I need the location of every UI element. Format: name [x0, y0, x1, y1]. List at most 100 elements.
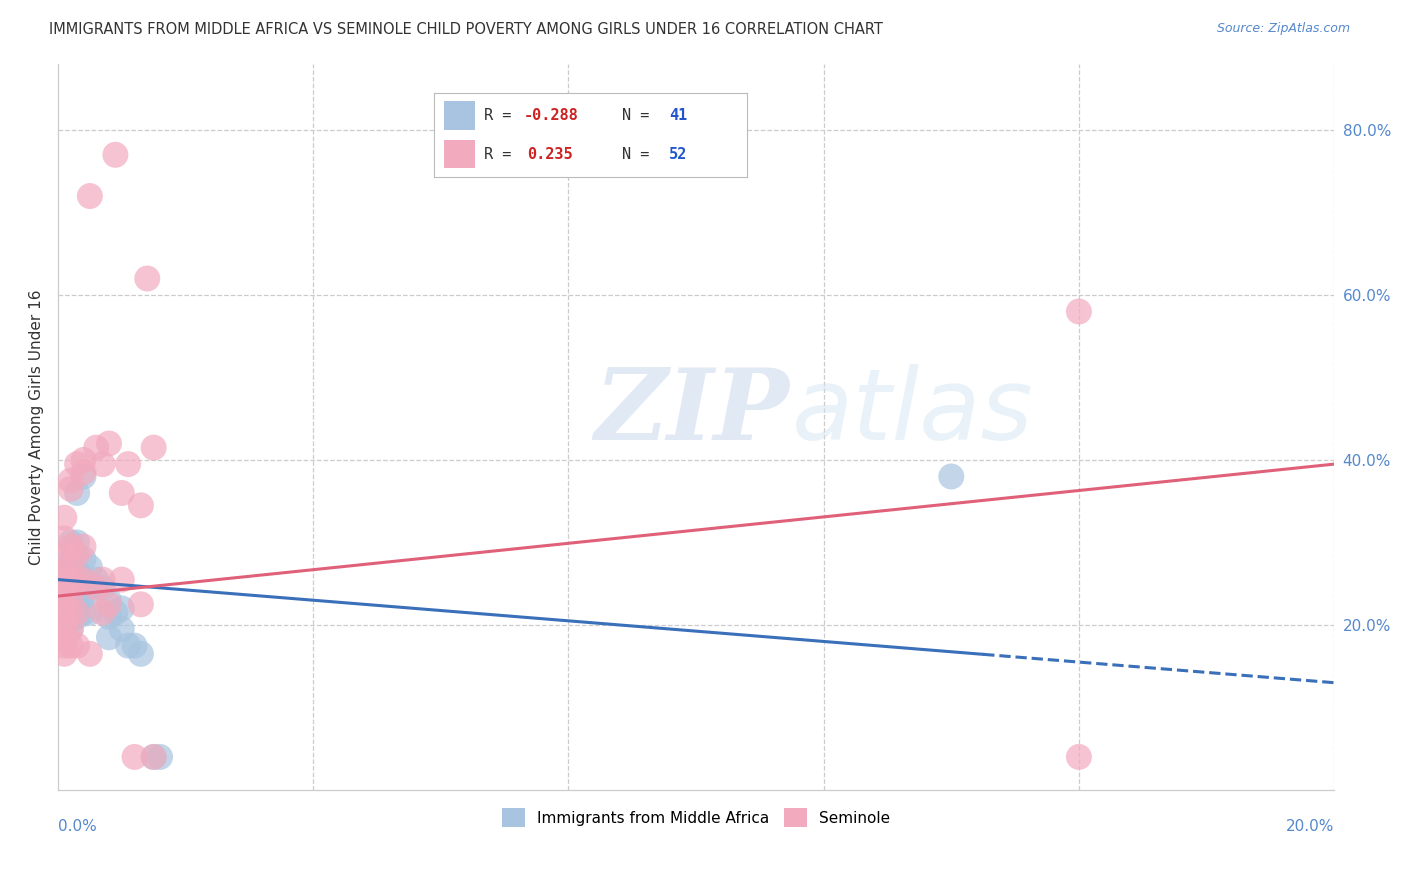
Point	[91, 457, 114, 471]
Point	[59, 598, 82, 612]
Point	[53, 630, 76, 644]
Point	[53, 589, 76, 603]
Point	[59, 540, 82, 554]
Point	[66, 565, 89, 579]
Point	[59, 589, 82, 603]
Point	[53, 614, 76, 628]
Text: ZIP: ZIP	[593, 364, 789, 461]
Point	[66, 601, 89, 615]
Point	[98, 598, 121, 612]
Text: 0.0%: 0.0%	[58, 819, 97, 834]
Point	[136, 271, 159, 285]
Text: IMMIGRANTS FROM MIDDLE AFRICA VS SEMINOLE CHILD POVERTY AMONG GIRLS UNDER 16 COR: IMMIGRANTS FROM MIDDLE AFRICA VS SEMINOL…	[49, 22, 883, 37]
Point	[53, 622, 76, 636]
Point	[53, 647, 76, 661]
Point	[117, 457, 139, 471]
Point	[66, 606, 89, 620]
Point	[84, 441, 107, 455]
Point	[53, 573, 76, 587]
Point	[59, 474, 82, 488]
Point	[124, 639, 146, 653]
Point	[59, 552, 82, 566]
Point	[53, 581, 76, 595]
Point	[91, 573, 114, 587]
Point	[53, 606, 76, 620]
Point	[91, 606, 114, 620]
Point	[53, 565, 76, 579]
Point	[66, 548, 89, 562]
Point	[117, 639, 139, 653]
Y-axis label: Child Poverty Among Girls Under 16: Child Poverty Among Girls Under 16	[30, 289, 44, 565]
Text: atlas: atlas	[792, 364, 1033, 461]
Point	[84, 573, 107, 587]
Point	[111, 573, 134, 587]
Point	[72, 606, 94, 620]
Point	[124, 750, 146, 764]
Point	[79, 606, 101, 620]
Point	[59, 573, 82, 587]
Point	[1067, 304, 1090, 318]
Point	[111, 622, 134, 636]
Point	[66, 639, 89, 653]
Point	[59, 482, 82, 496]
Point	[59, 565, 82, 579]
Point	[53, 639, 76, 653]
Point	[66, 457, 89, 471]
Legend: Immigrants from Middle Africa, Seminole: Immigrants from Middle Africa, Seminole	[495, 802, 897, 833]
Point	[59, 606, 82, 620]
Point	[72, 573, 94, 587]
Point	[84, 581, 107, 595]
Point	[129, 598, 152, 612]
Point	[104, 148, 127, 162]
Point	[98, 593, 121, 607]
Point	[66, 581, 89, 595]
Point	[53, 581, 76, 595]
Point	[98, 609, 121, 624]
Point	[53, 598, 76, 612]
Point	[72, 469, 94, 483]
Point	[66, 609, 89, 624]
Point	[129, 647, 152, 661]
Point	[59, 606, 82, 620]
Text: 20.0%: 20.0%	[1286, 819, 1334, 834]
Text: Source: ZipAtlas.com: Source: ZipAtlas.com	[1216, 22, 1350, 36]
Point	[941, 469, 963, 483]
Point	[53, 510, 76, 524]
Point	[53, 532, 76, 546]
Point	[149, 750, 172, 764]
Point	[111, 486, 134, 500]
Point	[91, 581, 114, 595]
Point	[79, 189, 101, 203]
Point	[53, 548, 76, 562]
Point	[59, 614, 82, 628]
Point	[72, 573, 94, 587]
Point	[111, 601, 134, 615]
Point	[53, 589, 76, 603]
Point	[142, 750, 165, 764]
Point	[59, 622, 82, 636]
Point	[59, 581, 82, 595]
Point	[1067, 750, 1090, 764]
Point	[66, 486, 89, 500]
Point	[79, 560, 101, 574]
Point	[72, 466, 94, 480]
Point	[79, 581, 101, 595]
Point	[59, 622, 82, 636]
Point	[66, 535, 89, 549]
Point	[59, 589, 82, 603]
Point	[72, 589, 94, 603]
Point	[104, 606, 127, 620]
Point	[72, 552, 94, 566]
Point	[66, 573, 89, 587]
Point	[142, 441, 165, 455]
Point	[72, 453, 94, 467]
Point	[53, 606, 76, 620]
Point	[59, 535, 82, 549]
Point	[98, 436, 121, 450]
Point	[72, 540, 94, 554]
Point	[79, 647, 101, 661]
Point	[66, 589, 89, 603]
Point	[142, 750, 165, 764]
Point	[59, 639, 82, 653]
Point	[53, 598, 76, 612]
